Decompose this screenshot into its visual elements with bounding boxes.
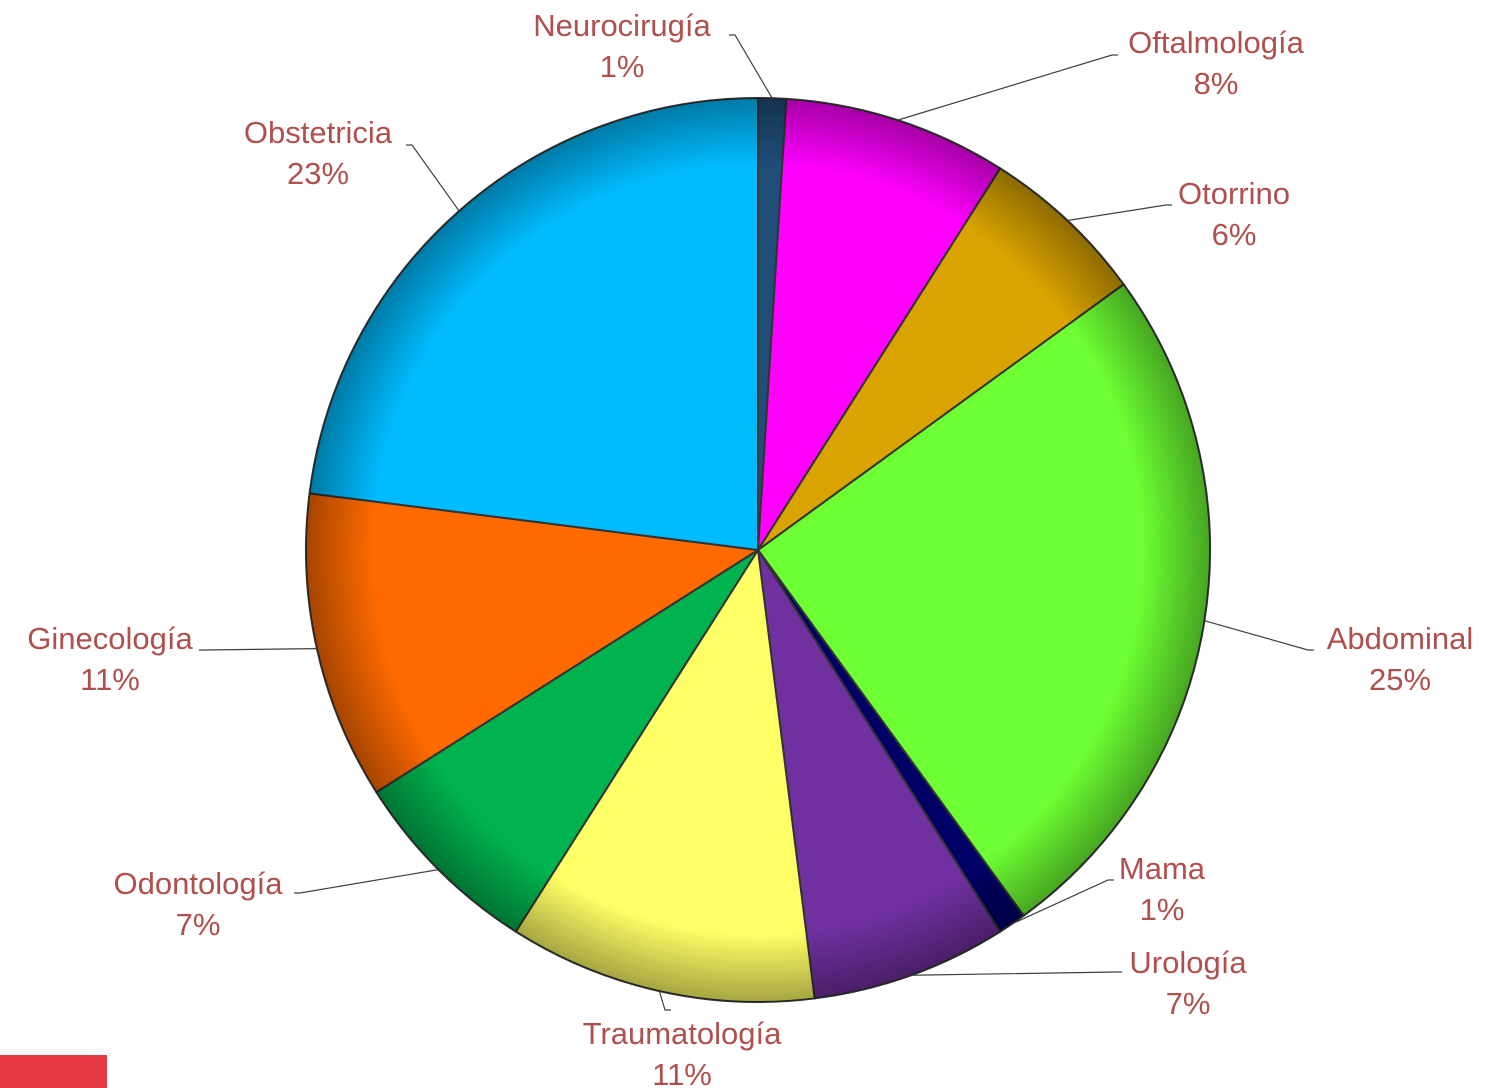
slice-value-label: 23% <box>287 156 349 191</box>
leader-line <box>406 144 460 212</box>
slice-value-label: 11% <box>652 1057 712 1088</box>
slice-value-label: 6% <box>1212 217 1257 252</box>
leader-line <box>199 648 317 651</box>
leader-line <box>1067 204 1172 222</box>
slice-label: Ginecología <box>27 621 193 656</box>
slice-label: Otorrino <box>1178 176 1290 211</box>
slice-label: Oftalmología <box>1128 25 1305 60</box>
slice-label: Abdominal <box>1327 621 1473 656</box>
leader-line <box>911 971 1122 976</box>
pie-slice <box>308 96 759 552</box>
slice-label: Odontología <box>114 866 284 901</box>
slice-label: Traumatología <box>583 1016 782 1051</box>
slice-label: Mama <box>1119 851 1206 886</box>
slice-value-label: 11% <box>80 662 140 697</box>
leader-line <box>897 54 1118 121</box>
slice-label: Neurocirugía <box>533 8 711 43</box>
slice-value-label: 25% <box>1369 662 1431 697</box>
slice-label: Obstetricia <box>244 115 393 150</box>
leader-line <box>1204 620 1314 651</box>
slice-value-label: 7% <box>1166 986 1211 1021</box>
slice-value-label: 8% <box>1194 66 1239 101</box>
slice-value-label: 7% <box>176 907 221 942</box>
corner-decoration <box>0 1055 107 1088</box>
leader-line <box>729 34 773 99</box>
slice-value-label: 1% <box>600 49 645 84</box>
slice-label: Urología <box>1129 945 1247 980</box>
leader-line <box>294 869 439 894</box>
slice-value-label: 1% <box>1140 892 1185 927</box>
